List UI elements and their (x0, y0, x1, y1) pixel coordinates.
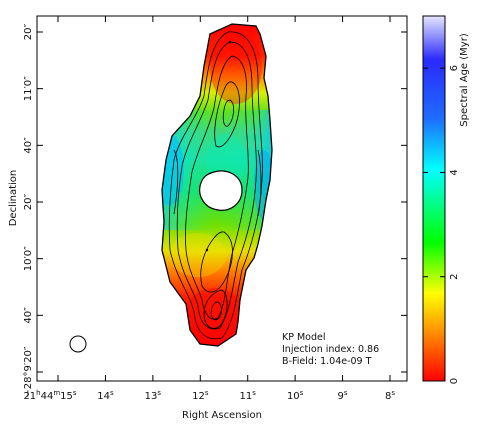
y-axis-label: Declination (8, 170, 19, 227)
x-tick-label-2: 13s (145, 389, 162, 402)
x-tick-label-1: 14s (97, 389, 114, 402)
x-axis-label: Right Ascension (182, 410, 262, 421)
y-tick-label-4: 10′0″ (23, 246, 34, 271)
y-tick-label-5: 40″ (23, 307, 34, 324)
y-tick-label-3: 20″ (23, 194, 34, 211)
annotation-line-2: Injection index: 0.86 (282, 344, 379, 355)
beam-ellipse (69, 335, 87, 353)
x-tick-label-7: 8s (385, 389, 395, 402)
model-annotation: KP Model Injection index: 0.86 B-Field: … (282, 332, 379, 367)
y-tick-label-0: 20″ (23, 24, 34, 41)
colorbar: 0 2 4 6 Spectral Age (Myr) (422, 15, 470, 384)
flux-contours (168, 31, 263, 340)
colorbar-ticks: 0 2 4 6 (423, 65, 460, 384)
annotation-line-1: KP Model (282, 332, 326, 343)
colorbar-scale (422, 15, 446, 382)
y-tick-label-6: −28°9′20″ (23, 346, 34, 397)
x-tick-label-4: 11s (240, 389, 257, 402)
plot-area: 21h44m15s 14s 13s 12s 11s 10s 9s 8s 20″ 11′0″ 40″… (23, 15, 408, 402)
y-tick-label-1: 11′0″ (23, 76, 34, 101)
masked-core (199, 170, 243, 211)
x-tick-label-5: 10s (287, 389, 304, 402)
colorbar-tick-label-3: 6 (449, 65, 460, 71)
colorbar-label: Spectral Age (Myr) (459, 33, 470, 127)
colorbar-tick-label-2: 4 (449, 169, 460, 175)
colorbar-tick-label-0: 0 (449, 378, 460, 384)
x-ticks: 21h44m15s 14s 13s 12s 11s 10s 9s 8s (23, 16, 395, 402)
x-tick-label-0: 21h44m15s (23, 389, 76, 402)
annotation-line-3: B-Field: 1.04e-09 T (282, 356, 372, 367)
x-tick-label-6: 9s (338, 389, 348, 402)
source-outline (161, 23, 273, 347)
y-tick-label-2: 40″ (23, 137, 34, 154)
y-ticks: 20″ 11′0″ 40″ 20″ 10′0″ 40″ −28°9′20″ (23, 24, 407, 398)
colorbar-tick-label-1: 2 (449, 274, 460, 280)
x-tick-label-3: 12s (192, 389, 209, 402)
